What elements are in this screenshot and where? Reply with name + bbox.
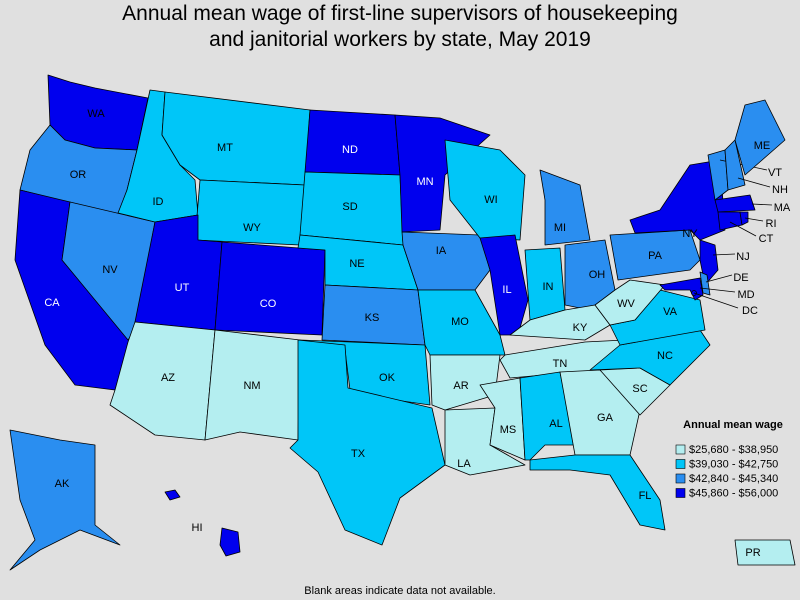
state-label: DE [733, 272, 748, 284]
state-label: NY [682, 228, 698, 240]
state-shape [164, 489, 181, 501]
state-label: NH [772, 184, 788, 196]
state-shape [219, 527, 241, 557]
state-label: ME [754, 140, 771, 152]
state-label: ID [153, 196, 164, 208]
state-label: GA [597, 412, 614, 424]
legend-swatch [675, 444, 686, 455]
state-label: CT [759, 233, 774, 245]
leader-line [699, 287, 736, 293]
state-shape [304, 109, 401, 176]
legend-label: $42,840 - $45,340 [689, 473, 778, 485]
state-label: IN [543, 281, 554, 293]
legend-swatch [675, 488, 686, 498]
state-label: WV [617, 298, 635, 310]
leader-line [712, 253, 736, 256]
state-shape [429, 354, 501, 411]
state-label: DC [742, 305, 758, 317]
state-label: WI [484, 194, 497, 206]
state-shape [194, 179, 306, 246]
legend-label: $25,680 - $38,950 [689, 444, 778, 456]
state-shape [629, 159, 726, 241]
state-label: MI [554, 222, 566, 234]
state-label: AK [55, 478, 70, 490]
state-label: IA [436, 245, 447, 257]
state-label: UT [175, 282, 190, 294]
state-label: AR [453, 380, 468, 392]
state-label: IL [502, 284, 511, 296]
state-label: MA [774, 202, 791, 214]
state-label: AZ [161, 372, 175, 384]
map-title: Annual mean wage of first-line superviso… [122, 2, 678, 51]
state-label: NE [349, 258, 364, 270]
state-label: MO [451, 316, 469, 328]
leader-line [705, 274, 733, 283]
state-label: CA [44, 297, 60, 309]
leader-line [729, 221, 757, 237]
state-label: TN [553, 358, 568, 370]
state-label: WA [87, 108, 105, 120]
state-label: LA [457, 458, 471, 470]
state-label: CO [260, 298, 277, 310]
state-label: NC [657, 350, 673, 362]
state-shape [9, 429, 121, 571]
state-shape [734, 99, 786, 176]
state-label: KS [365, 312, 380, 324]
state-shape [724, 139, 746, 191]
state-label: FL [639, 490, 652, 502]
state-label: MT [217, 142, 233, 154]
state-shape [714, 194, 756, 213]
leader-line [751, 203, 773, 206]
state-label: VT [768, 167, 782, 179]
state-shape [739, 211, 749, 226]
state-label: KY [573, 322, 588, 334]
state-label: TX [351, 448, 366, 460]
state-label: WY [243, 222, 261, 234]
state-label: OR [70, 169, 87, 181]
legend-label: $39,030 - $42,750 [689, 458, 778, 470]
legend-title: Annual mean wage [683, 419, 783, 431]
state-label: PA [648, 250, 663, 262]
state-label: RI [766, 218, 777, 230]
state-shape [529, 454, 666, 531]
state-label: PR [745, 547, 760, 559]
legend-label: $45,860 - $56,000 [689, 487, 778, 499]
state-shape [479, 377, 526, 461]
state-label: AL [549, 418, 562, 430]
leader-line [693, 292, 739, 309]
legend-swatch [675, 459, 686, 469]
state-shape [214, 241, 326, 336]
state-label: SC [632, 383, 647, 395]
state-label: NV [102, 264, 118, 276]
leader-line [737, 177, 771, 188]
state-label: OH [589, 269, 606, 281]
state-label: NM [243, 380, 260, 392]
state-label: ND [342, 144, 358, 156]
state-label: VA [663, 306, 678, 318]
state-label: OK [379, 372, 396, 384]
state-shape [204, 329, 301, 441]
footnote: Blank areas indicate data not available. [304, 585, 495, 597]
state-shape [289, 339, 446, 546]
state-label: MS [500, 424, 517, 436]
state-label: NJ [736, 251, 749, 263]
state-label: SD [342, 201, 357, 213]
state-shape [539, 169, 591, 246]
state-shape [401, 231, 491, 291]
leader-line [744, 217, 764, 222]
legend-swatch [675, 473, 686, 484]
state-label: MN [416, 176, 433, 188]
state-shape [444, 139, 526, 241]
state-label: HI [192, 522, 203, 534]
state-shape [734, 539, 796, 566]
state-label: MD [737, 289, 754, 301]
